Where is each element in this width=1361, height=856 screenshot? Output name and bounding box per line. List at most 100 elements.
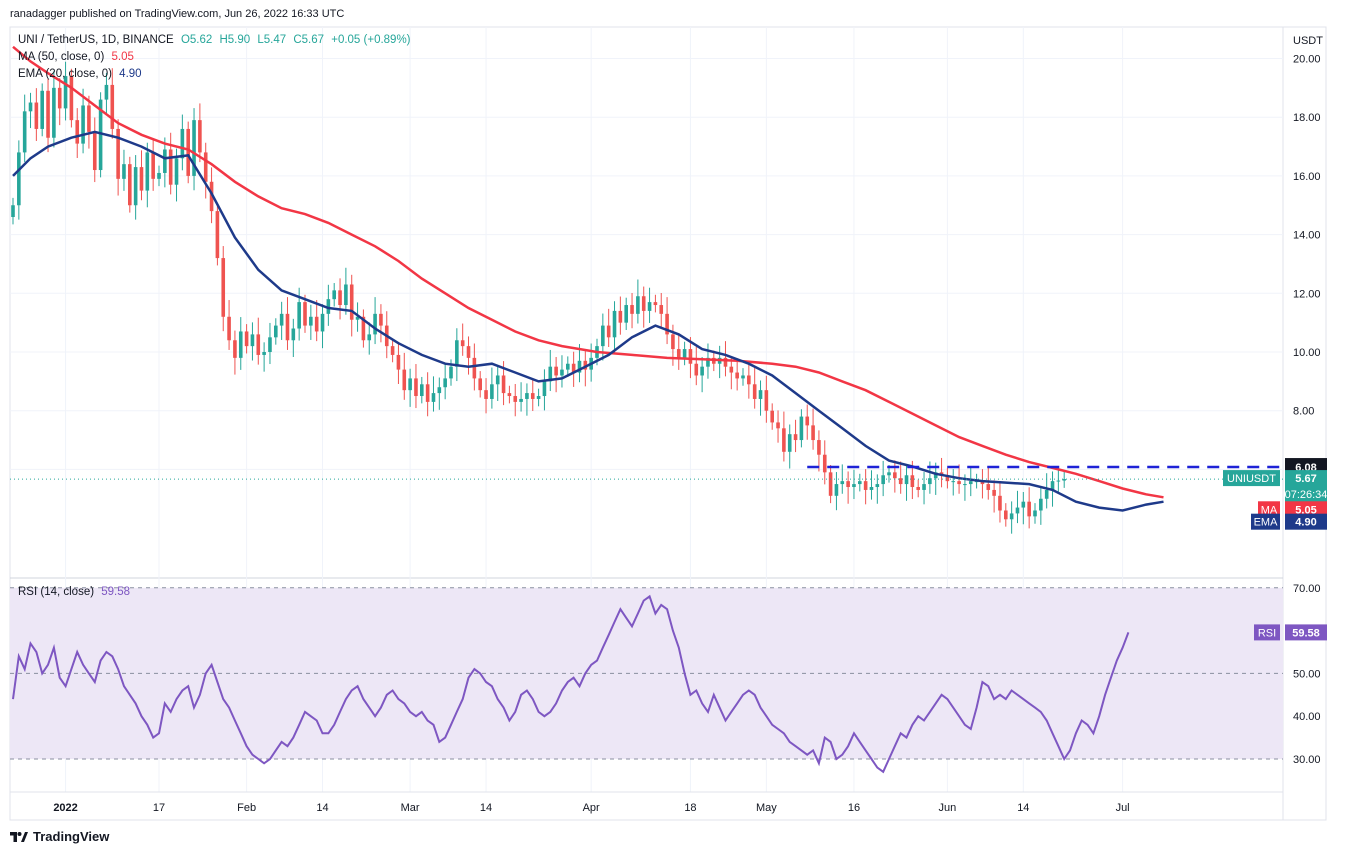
legend-main: UNI / TetherUS, 1D, BINANCE O5.62 H5.90 …	[18, 34, 415, 46]
candle-body	[519, 398, 523, 402]
candle-body	[875, 484, 880, 488]
candle-body	[1009, 513, 1014, 520]
candle-body	[916, 487, 920, 490]
x-tick-label: Apr	[583, 802, 600, 814]
chart-frame	[9, 26, 1327, 821]
candle-body	[209, 181, 214, 212]
candle-body	[840, 481, 845, 485]
legend-ma-label: MA (50, close, 0)	[18, 51, 105, 63]
legend-ma: MA (50, close, 0) 5.05	[18, 51, 138, 63]
candle-body	[764, 390, 769, 411]
candle-body	[396, 354, 401, 370]
candle-body	[583, 360, 588, 370]
price-name-label: UNIUSDT	[1227, 473, 1276, 485]
price-value-label: 5.05	[1295, 504, 1316, 516]
price-name-box	[1251, 513, 1280, 530]
candle-body	[793, 434, 798, 441]
candle-body	[22, 111, 27, 153]
candle-body	[799, 416, 804, 441]
price-value-label: 4.90	[1295, 517, 1316, 529]
candle-body	[46, 90, 50, 138]
candle-body	[420, 384, 424, 397]
candle-body	[186, 128, 190, 176]
rsi-band	[10, 587, 1283, 759]
candle-body	[151, 152, 155, 179]
candle-body	[928, 478, 932, 485]
price-value-box	[1285, 501, 1327, 518]
candle-body	[338, 290, 342, 306]
candle-body	[478, 378, 482, 391]
candle-body	[881, 475, 885, 485]
candle-body	[1050, 481, 1055, 490]
candle-body	[963, 484, 967, 486]
candle-body	[852, 484, 856, 488]
legend-low: L5.47	[257, 34, 287, 46]
candle-body	[782, 428, 786, 452]
footer-brand-text: TradingView	[33, 829, 110, 844]
candle-body	[203, 152, 208, 182]
candle-body	[98, 99, 103, 171]
candle-body	[221, 258, 226, 317]
x-tick-label: 17	[153, 802, 165, 814]
candle-body	[314, 316, 319, 332]
axis-labels: 20.0018.0016.0014.0012.0010.008.006.00US…	[53, 35, 1327, 814]
candle-body	[706, 357, 710, 367]
candle-body	[548, 366, 553, 382]
candle-body	[1021, 501, 1026, 508]
candle-body	[69, 76, 74, 121]
candle-body	[1062, 479, 1066, 481]
candle-body	[344, 284, 348, 306]
candle-body	[636, 296, 640, 314]
candle-body	[28, 102, 33, 112]
price-value-label: 5.67	[1295, 473, 1316, 485]
candle-body	[980, 481, 985, 485]
candle-body	[898, 478, 903, 485]
candle-body	[320, 313, 325, 332]
candle-body	[128, 164, 132, 206]
price-tick-label: 8.00	[1293, 406, 1314, 418]
price-tick-label: 10.00	[1293, 347, 1321, 359]
candle-body	[297, 302, 301, 329]
rsi-tick-label: 70.00	[1293, 583, 1321, 595]
candle-body	[180, 128, 185, 159]
candle-body	[379, 313, 383, 326]
candle-body	[437, 387, 442, 394]
price-name-box	[1223, 470, 1280, 487]
candle-body	[52, 87, 56, 138]
currency-label: USDT	[1293, 35, 1323, 47]
candle-body	[787, 434, 792, 452]
candle-body	[466, 346, 471, 358]
candle-body	[262, 352, 266, 355]
rsi-tick-label: 30.00	[1293, 754, 1321, 766]
price-value-box	[1285, 470, 1327, 505]
rsi-line	[12, 594, 1130, 774]
candle-body	[501, 375, 506, 394]
rsi-value-box	[1285, 624, 1327, 641]
legend-rsi-label: RSI (14, close)	[18, 586, 95, 598]
candle-body	[577, 360, 582, 373]
candle-body	[682, 349, 687, 358]
candle-body	[139, 167, 144, 191]
candle-body	[17, 152, 21, 206]
candle-body	[274, 325, 278, 338]
x-tick-label: 2022	[53, 802, 77, 814]
candle-body	[694, 363, 699, 376]
price-name-label: EMA	[1254, 517, 1279, 529]
indicator-lines	[10, 45, 1283, 512]
candles	[11, 61, 1066, 534]
price-tick-label: 16.00	[1293, 171, 1321, 183]
candle-body	[1015, 507, 1020, 514]
candle-body	[869, 487, 874, 490]
price-tick-label: 20.00	[1293, 54, 1321, 66]
candle-body	[601, 325, 605, 347]
tradingview-logo-icon	[10, 831, 28, 842]
candle-body	[104, 84, 109, 100]
x-tick-label: 14	[1017, 802, 1029, 814]
candle-body	[723, 357, 728, 367]
candle-body	[828, 472, 833, 496]
candle-body	[566, 363, 570, 370]
candle-body	[945, 475, 950, 482]
footer-brand[interactable]: TradingView	[10, 829, 109, 844]
rsi-pane	[10, 587, 1283, 774]
